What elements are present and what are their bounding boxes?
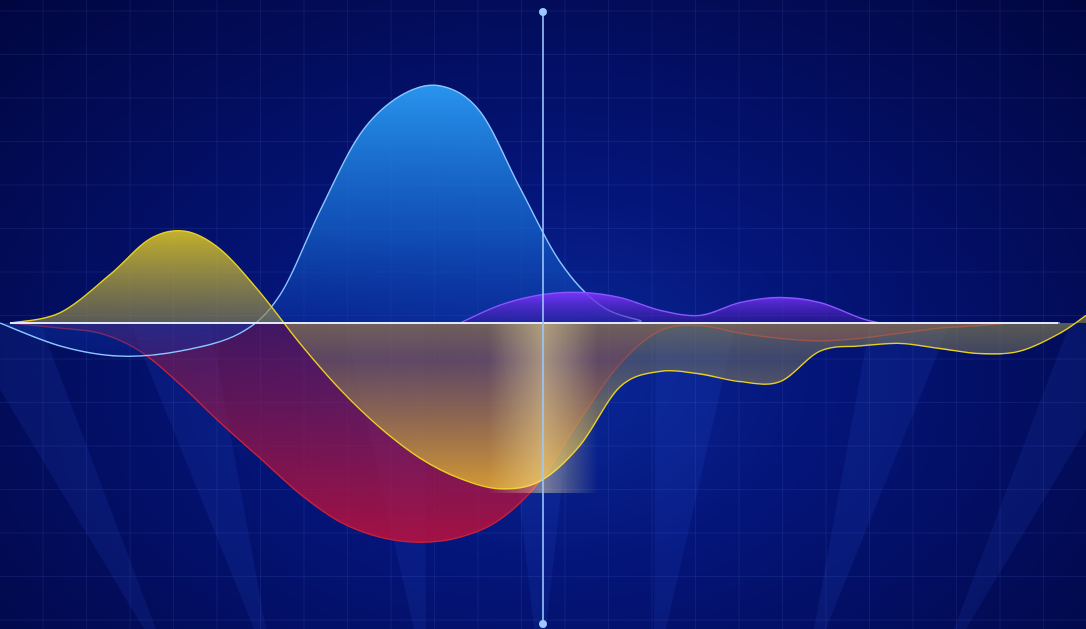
light-ray [0,323,156,629]
chart-overlay [10,8,1058,628]
cursor-handle-bottom[interactable] [539,620,547,628]
light-ray [130,323,266,629]
light-ray [954,323,1086,629]
light-ray [654,323,736,629]
cursor-handle-top[interactable] [539,8,547,16]
series-area-blue [0,85,1060,357]
light-ray [814,323,950,629]
series-area-purple [460,292,880,323]
series-line-purple [459,291,881,324]
